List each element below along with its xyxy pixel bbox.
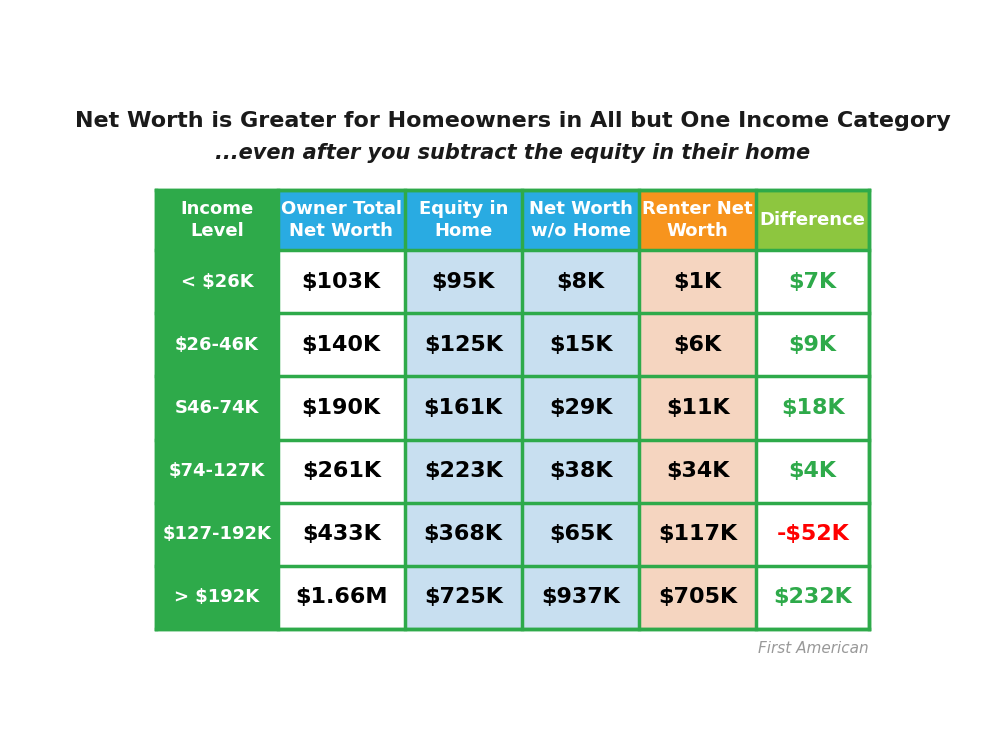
- Text: $232K: $232K: [773, 587, 852, 608]
- Bar: [278, 190, 405, 250]
- Text: $705K: $705K: [658, 587, 737, 608]
- Bar: [639, 566, 756, 629]
- Bar: [278, 503, 405, 566]
- Text: $725K: $725K: [424, 587, 503, 608]
- Bar: [756, 376, 869, 440]
- Text: $368K: $368K: [424, 524, 503, 544]
- Text: $8K: $8K: [556, 272, 605, 292]
- Text: $29K: $29K: [549, 398, 612, 418]
- Bar: [405, 566, 522, 629]
- Text: S46-74K: S46-74K: [175, 399, 259, 417]
- Text: $117K: $117K: [658, 524, 737, 544]
- Text: Equity in
Home: Equity in Home: [419, 200, 508, 240]
- Text: $4K: $4K: [789, 461, 837, 482]
- Text: $1K: $1K: [674, 272, 722, 292]
- Text: $9K: $9K: [789, 334, 837, 355]
- Text: $38K: $38K: [549, 461, 612, 482]
- Text: $26-46K: $26-46K: [175, 336, 259, 354]
- Text: Renter Net
Worth: Renter Net Worth: [642, 200, 753, 240]
- Text: $433K: $433K: [302, 524, 381, 544]
- Bar: [756, 251, 869, 314]
- Bar: [278, 314, 405, 376]
- Text: $140K: $140K: [302, 334, 381, 355]
- Bar: [405, 314, 522, 376]
- Text: Income
Level: Income Level: [180, 200, 254, 240]
- Bar: [756, 566, 869, 629]
- Bar: [405, 251, 522, 314]
- Text: $190K: $190K: [302, 398, 381, 418]
- Text: $11K: $11K: [666, 398, 730, 418]
- Bar: [156, 566, 278, 629]
- Text: $6K: $6K: [674, 334, 722, 355]
- Text: $65K: $65K: [549, 524, 612, 544]
- Bar: [639, 440, 756, 503]
- Bar: [756, 190, 869, 250]
- Bar: [278, 376, 405, 440]
- Bar: [756, 314, 869, 376]
- Text: -$52K: -$52K: [776, 524, 849, 544]
- Bar: [405, 376, 522, 440]
- Text: Net Worth is Greater for Homeowners in All but One Income Category: Net Worth is Greater for Homeowners in A…: [75, 111, 950, 130]
- Bar: [639, 503, 756, 566]
- Text: $937K: $937K: [541, 587, 620, 608]
- Text: $15K: $15K: [549, 334, 612, 355]
- Text: $7K: $7K: [789, 272, 837, 292]
- Text: $1.66M: $1.66M: [295, 587, 388, 608]
- Text: Owner Total
Net Worth: Owner Total Net Worth: [281, 200, 402, 240]
- Bar: [278, 566, 405, 629]
- Bar: [156, 440, 278, 503]
- Bar: [639, 314, 756, 376]
- Text: $103K: $103K: [302, 272, 381, 292]
- Bar: [756, 503, 869, 566]
- Bar: [156, 190, 278, 250]
- Bar: [405, 503, 522, 566]
- Bar: [522, 376, 639, 440]
- Bar: [522, 314, 639, 376]
- Text: $261K: $261K: [302, 461, 381, 482]
- Text: $95K: $95K: [432, 272, 495, 292]
- Bar: [639, 376, 756, 440]
- Text: Net Worth
w/o Home: Net Worth w/o Home: [529, 200, 632, 240]
- Bar: [156, 190, 869, 629]
- Bar: [639, 251, 756, 314]
- Bar: [156, 251, 278, 314]
- Bar: [156, 376, 278, 440]
- Bar: [278, 440, 405, 503]
- Bar: [405, 190, 522, 250]
- Bar: [156, 503, 278, 566]
- Bar: [522, 503, 639, 566]
- Bar: [639, 190, 756, 250]
- Bar: [522, 566, 639, 629]
- Text: $74-127K: $74-127K: [169, 462, 265, 480]
- Bar: [522, 440, 639, 503]
- Text: $18K: $18K: [781, 398, 845, 418]
- Text: $223K: $223K: [424, 461, 503, 482]
- Text: Difference: Difference: [760, 211, 866, 230]
- Text: $34K: $34K: [666, 461, 729, 482]
- Text: ...even after you subtract the equity in their home: ...even after you subtract the equity in…: [215, 143, 810, 164]
- Text: First American: First American: [758, 640, 869, 656]
- Bar: [278, 251, 405, 314]
- Bar: [522, 251, 639, 314]
- Text: $127-192K: $127-192K: [163, 525, 271, 543]
- Bar: [756, 440, 869, 503]
- Text: $161K: $161K: [424, 398, 503, 418]
- Text: $125K: $125K: [424, 334, 503, 355]
- Text: < $26K: < $26K: [181, 273, 253, 291]
- Text: > $192K: > $192K: [174, 589, 260, 607]
- Bar: [405, 440, 522, 503]
- Bar: [156, 314, 278, 376]
- Bar: [522, 190, 639, 250]
